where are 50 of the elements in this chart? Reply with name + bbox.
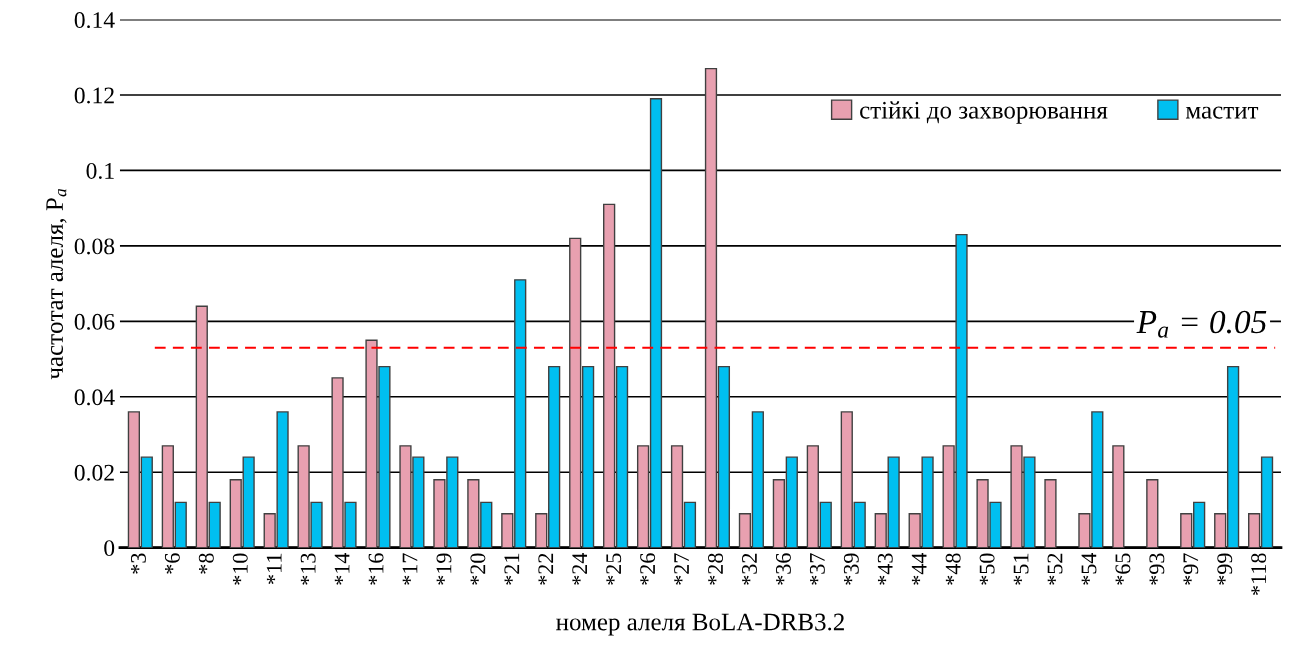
x-tick-label: *14: [334, 552, 350, 585]
x-tick-label: *118: [1251, 553, 1267, 596]
x-tick-label: *93: [1149, 553, 1165, 585]
bar: [1146, 479, 1159, 548]
x-tick-label: *24: [572, 552, 587, 585]
x-axis-title: номер алеля BoLA-DRB3.2: [556, 613, 844, 636]
x-tick-label: *16: [368, 553, 384, 585]
x-tick-label: *25: [606, 553, 622, 585]
y-tick-label: 0.06: [74, 313, 115, 330]
bar: [1112, 445, 1125, 548]
x-tick-label: *97: [1183, 553, 1199, 585]
x-tick-label: *50: [979, 553, 995, 585]
x-tick-label: *52: [1047, 553, 1063, 585]
y-tick-label: 0.02: [74, 464, 114, 481]
x-tick-label: *28: [708, 553, 724, 585]
x-tick-label: *11: [266, 553, 282, 584]
x-tick-label: *65: [1115, 553, 1131, 585]
ref-line-label: P$_{a}$ = 0.05: [1136, 310, 1267, 338]
legend-label: стійкі до захворювання: [860, 101, 1108, 124]
x-tick-label: *22: [538, 553, 554, 585]
x-tick-label: *3: [130, 553, 146, 574]
x-tick-label: *36: [775, 553, 791, 585]
x-tick-label: *39: [843, 553, 859, 585]
y-tick-label: 0.14: [74, 12, 115, 29]
legend-label: мастит: [1185, 106, 1259, 119]
x-tick-label: *48: [945, 553, 961, 585]
x-tick-label: *26: [640, 553, 656, 585]
x-tick-label: *6: [164, 553, 180, 574]
x-tick-label: *21: [504, 553, 520, 585]
y-tick-label: 0.04: [74, 389, 115, 406]
x-tick-label: *27: [674, 553, 689, 585]
y-tick-label: 0: [104, 540, 115, 557]
x-tick-label: *10: [232, 553, 248, 585]
y-axis-title: частотат алеля, P$_{a}$: [46, 188, 67, 380]
x-tick-label: *17: [402, 553, 418, 585]
x-tick-label: *43: [877, 553, 893, 585]
x-tick-label: *19: [436, 553, 452, 585]
x-tick-label: *32: [742, 553, 757, 585]
x-tick-label: *44: [911, 552, 927, 585]
x-tick-label: *13: [300, 553, 316, 585]
x-tick-label: *99: [1217, 553, 1233, 585]
x-tick-label: *20: [470, 553, 486, 585]
x-tick-label: *51: [1013, 553, 1029, 585]
y-tick-label: 0.1: [86, 162, 114, 179]
x-tick-label: *54: [1081, 552, 1097, 585]
y-tick-label: 0.12: [74, 87, 114, 104]
y-tick-label: 0.08: [74, 238, 115, 255]
x-tick-label: *8: [198, 553, 214, 574]
x-tick-label: *37: [809, 553, 825, 585]
bar: [1044, 479, 1057, 548]
